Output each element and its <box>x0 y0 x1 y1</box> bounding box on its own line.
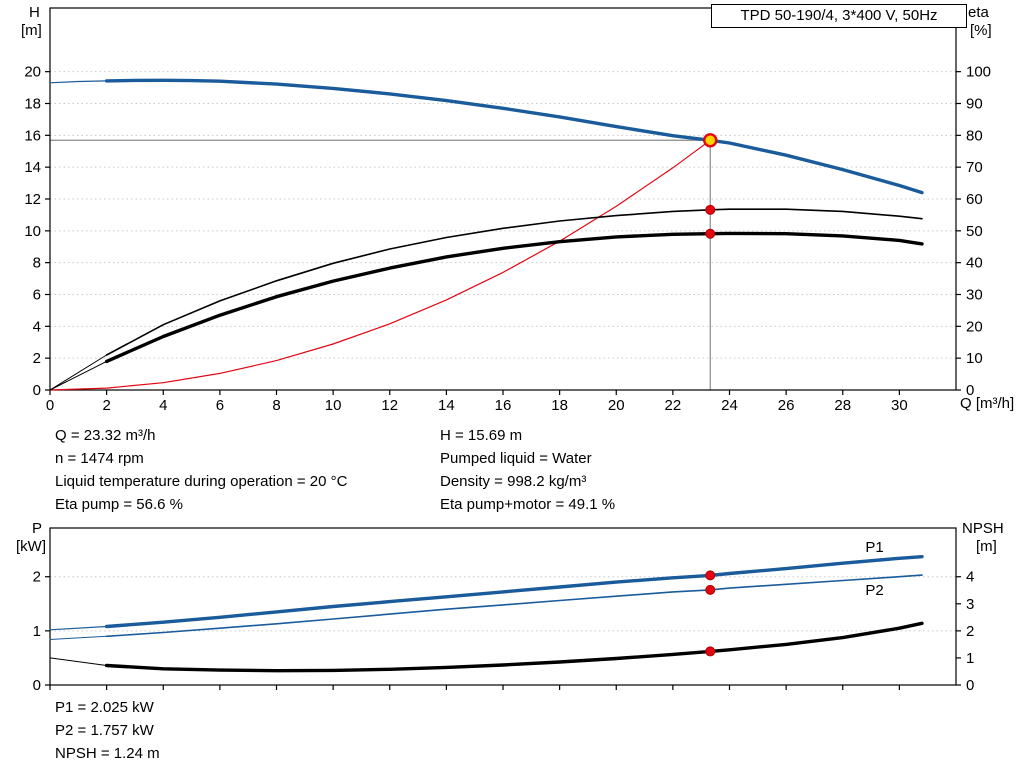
y-left-tick-label: 16 <box>24 127 41 144</box>
q-axis-label: Q [m³/h] <box>960 395 1015 412</box>
y-right-tick-label: 10 <box>966 350 983 367</box>
p-axis-symbol: P <box>32 520 43 537</box>
y-left-tick-label: 14 <box>24 159 41 176</box>
info-line-eta-tot: Eta pump+motor = 49.1 % <box>440 496 616 513</box>
npsh-axis-symbol: NPSH <box>962 520 1004 537</box>
y-right-tick-label: 100 <box>966 64 991 81</box>
info-line-q: Q = 23.32 m³/h <box>55 427 156 444</box>
y-right-tick-label: 90 <box>966 96 983 113</box>
p1-dot <box>705 570 716 581</box>
h-axis-symbol: H <box>29 4 40 21</box>
x-tick-label: 4 <box>159 397 167 414</box>
plot-frame <box>49 527 957 686</box>
y-right-tick-label: 40 <box>966 255 983 272</box>
eta-pump-motor-curve <box>104 231 924 364</box>
y-right-tick-label: 60 <box>966 191 983 208</box>
x-tick-label: 22 <box>665 397 682 414</box>
x-tick-label: 12 <box>381 397 398 414</box>
y-left-tick-label: 2 <box>33 569 41 586</box>
p-axis-unit: [kW] <box>16 538 46 555</box>
head-curve <box>104 78 924 195</box>
y-right-tick-label: 0 <box>966 382 974 399</box>
duty-info-left: Q = 23.32 m³/h n = 1474 rpm Liquid tempe… <box>55 424 347 516</box>
y-left-tick-label: 20 <box>24 64 41 81</box>
system-curve <box>49 139 711 391</box>
y-left-tick-label: 10 <box>24 223 41 240</box>
duty-info-right: H = 15.69 m Pumped liquid = Water Densit… <box>440 424 615 516</box>
x-tick-label: 2 <box>102 397 110 414</box>
x-tick-label: 16 <box>495 397 512 414</box>
eta-pump-motor-curve-lead <box>49 360 108 391</box>
x-tick-label: 30 <box>891 397 908 414</box>
h-axis-unit: [m] <box>21 22 42 39</box>
eta-pump-motor-dot <box>705 228 716 239</box>
p2-dot <box>705 584 716 595</box>
y-left-tick-label: 8 <box>33 255 41 272</box>
info-line-density: Density = 998.2 kg/m³ <box>440 473 587 490</box>
hq-eta-chart: 0246810121416182001020304050607080901000… <box>24 7 991 414</box>
y-right-tick-label: 70 <box>966 159 983 176</box>
p1-curve-lead <box>49 625 108 631</box>
p2-curve-lead <box>49 635 108 640</box>
npsh-curve <box>104 621 924 673</box>
y-right-tick-label: 1 <box>966 650 974 667</box>
y-left-tick-label: 4 <box>33 318 41 335</box>
x-tick-label: 8 <box>272 397 280 414</box>
y-left-tick-label: 12 <box>24 191 41 208</box>
eta-pump-curve <box>105 208 923 356</box>
npsh-curve-lead <box>49 657 108 666</box>
y-left-tick-label: 0 <box>33 382 41 399</box>
y-right-tick-label: 50 <box>966 223 983 240</box>
y-right-tick-label: 20 <box>966 318 983 335</box>
power-info: P1 = 2.025 kW P2 = 1.757 kW NPSH = 1.24 … <box>55 696 160 765</box>
duty-point-marker[interactable] <box>703 133 718 148</box>
y-right-tick-label: 0 <box>966 677 974 694</box>
y-left-tick-label: 1 <box>33 623 41 640</box>
y-right-tick-label: 2 <box>966 623 974 640</box>
eta-pump-dot <box>705 204 716 215</box>
eta-axis-unit: [%] <box>970 22 992 39</box>
x-tick-label: 10 <box>325 397 342 414</box>
y-right-tick-label: 30 <box>966 287 983 304</box>
info-line-p1: P1 = 2.025 kW <box>55 699 154 716</box>
y-right-tick-label: 80 <box>966 127 983 144</box>
x-tick-label: 14 <box>438 397 455 414</box>
x-tick-label: 26 <box>778 397 795 414</box>
info-line-n: n = 1474 rpm <box>55 450 144 467</box>
y-left-tick-label: 6 <box>33 287 41 304</box>
y-right-tick-label: 4 <box>966 569 974 586</box>
p1-curve <box>104 555 924 629</box>
y-left-tick-label: 0 <box>33 677 41 694</box>
pump-model-title: TPD 50-190/4, 3*400 V, 50Hz <box>711 4 967 28</box>
info-line-eta: Eta pump = 56.6 % <box>55 496 183 513</box>
y-right-tick-label: 3 <box>966 596 974 613</box>
series-label-p1: P1 <box>865 539 883 556</box>
x-tick-label: 24 <box>721 397 738 414</box>
eta-axis-symbol: eta <box>968 4 989 21</box>
x-tick-label: 20 <box>608 397 625 414</box>
npsh-dot <box>705 646 716 657</box>
info-line-p2: P2 = 1.757 kW <box>55 722 154 739</box>
info-line-liquid: Pumped liquid = Water <box>440 450 592 467</box>
p2-curve <box>105 574 923 638</box>
info-line-h: H = 15.69 m <box>440 427 523 444</box>
x-tick-label: 28 <box>834 397 851 414</box>
head-curve-lead <box>49 80 108 84</box>
power-npsh-chart: 0 1 2 0 1 2 3 4 P1 P2 <box>33 527 974 694</box>
x-tick-label: 0 <box>46 397 54 414</box>
y-left-tick-label: 2 <box>33 350 41 367</box>
x-tick-label: 6 <box>216 397 224 414</box>
y-left-tick-label: 18 <box>24 96 41 113</box>
series-label-p2: P2 <box>865 582 883 599</box>
npsh-axis-unit: [m] <box>976 538 997 555</box>
x-tick-label: 18 <box>551 397 568 414</box>
eta-pump-curve-lead <box>49 354 108 391</box>
info-line-npsh: NPSH = 1.24 m <box>55 745 160 762</box>
info-line-temp: Liquid temperature during operation = 20… <box>55 473 348 490</box>
